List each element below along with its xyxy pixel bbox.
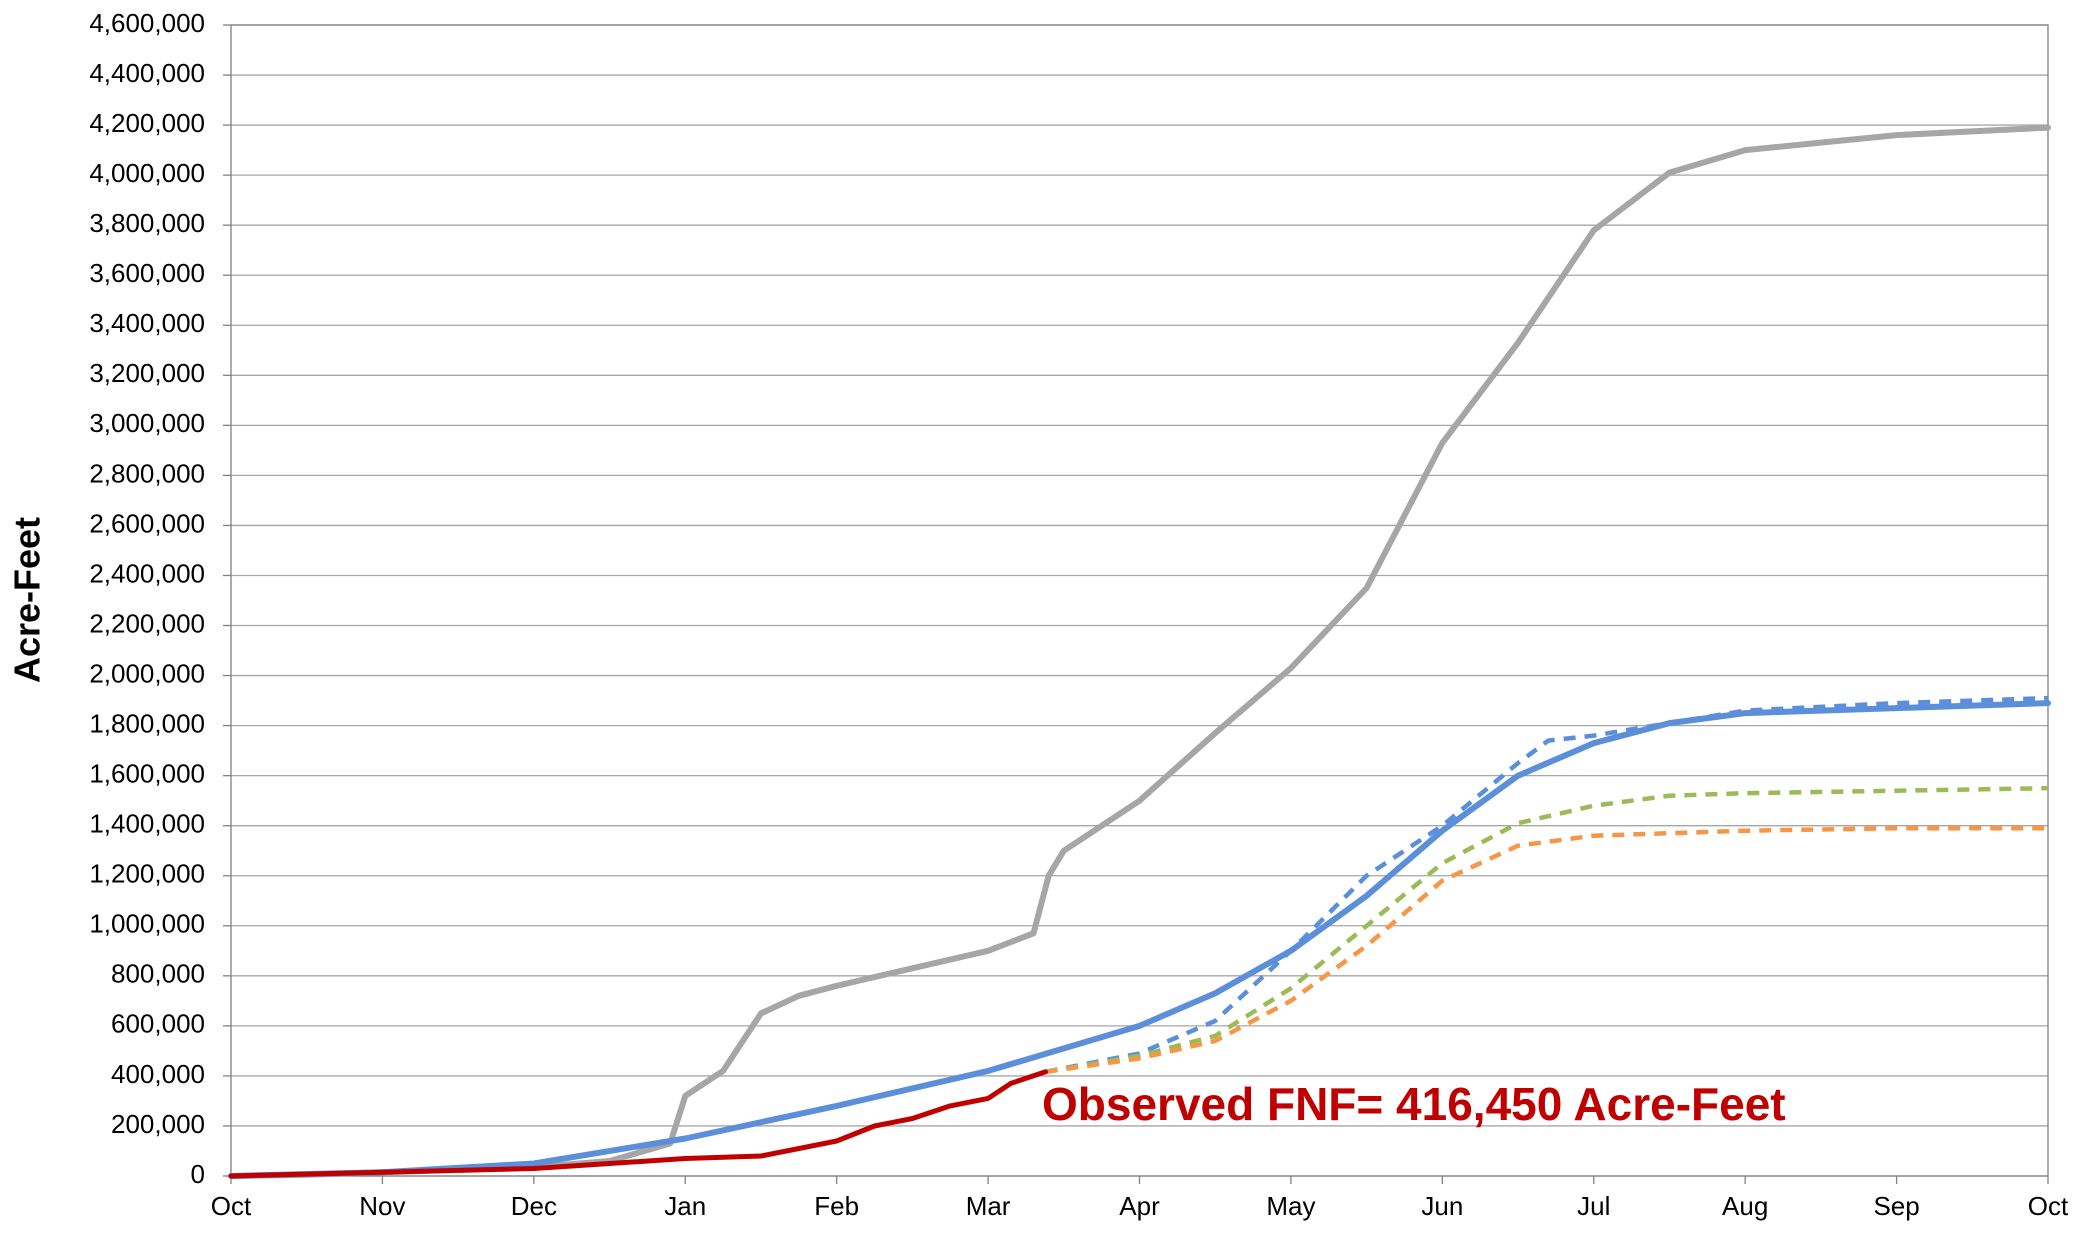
y-tick-label: 0 [191, 1159, 205, 1189]
y-tick-label: 3,400,000 [89, 308, 205, 338]
y-tick-label: 1,000,000 [89, 909, 205, 939]
y-tick-label: 3,200,000 [89, 358, 205, 388]
y-tick-label: 800,000 [111, 959, 205, 989]
x-tick-label: May [1266, 1191, 1315, 1221]
x-tick-label: Sep [1873, 1191, 1919, 1221]
y-tick-label: 1,600,000 [89, 759, 205, 789]
y-tick-label: 2,200,000 [89, 608, 205, 638]
x-tick-label: Feb [814, 1191, 859, 1221]
y-tick-label: 4,000,000 [89, 158, 205, 188]
x-tick-label: Jan [664, 1191, 706, 1221]
y-axis-label: Acre-Feet [7, 517, 48, 683]
x-tick-label: Jul [1577, 1191, 1610, 1221]
y-tick-label: 400,000 [111, 1059, 205, 1089]
series-line [1045, 785, 2049, 1075]
x-tick-label: Apr [1119, 1191, 1160, 1221]
y-tick-label: 600,000 [111, 1009, 205, 1039]
plot-frame [230, 24, 2049, 1177]
x-tick-label: Oct [211, 1191, 252, 1221]
x-tick-label: Dec [511, 1191, 557, 1221]
annotation: Observed FNF= 416,450 Acre-Feet [1042, 1078, 1786, 1130]
y-tick-label: 4,600,000 [89, 8, 205, 38]
x-tick-label: Aug [1722, 1191, 1768, 1221]
x-tick-label: Jun [1421, 1191, 1463, 1221]
series-line [1045, 695, 2049, 1075]
series-line [1045, 825, 2048, 1075]
series-line [228, 124, 2051, 1179]
x-tick-label: Oct [2028, 1191, 2069, 1221]
x-tick-label: Mar [966, 1191, 1011, 1221]
y-tick-label: 2,000,000 [89, 658, 205, 688]
y-tick-label: 4,400,000 [89, 58, 205, 88]
series-line [228, 1069, 1049, 1179]
y-tick-label: 4,200,000 [89, 108, 205, 138]
y-tick-label: 1,400,000 [89, 809, 205, 839]
y-tick-label: 2,600,000 [89, 508, 205, 538]
y-tick-label: 2,800,000 [89, 458, 205, 488]
y-tick-label: 3,800,000 [89, 208, 205, 238]
y-tick-label: 3,000,000 [89, 408, 205, 438]
y-tick-label: 1,200,000 [89, 859, 205, 889]
y-tick-label: 1,800,000 [89, 708, 205, 738]
y-tick-label: 3,600,000 [89, 258, 205, 288]
x-tick-label: Nov [359, 1191, 405, 1221]
y-tick-label: 2,400,000 [89, 558, 205, 588]
y-tick-label: 200,000 [111, 1109, 205, 1139]
